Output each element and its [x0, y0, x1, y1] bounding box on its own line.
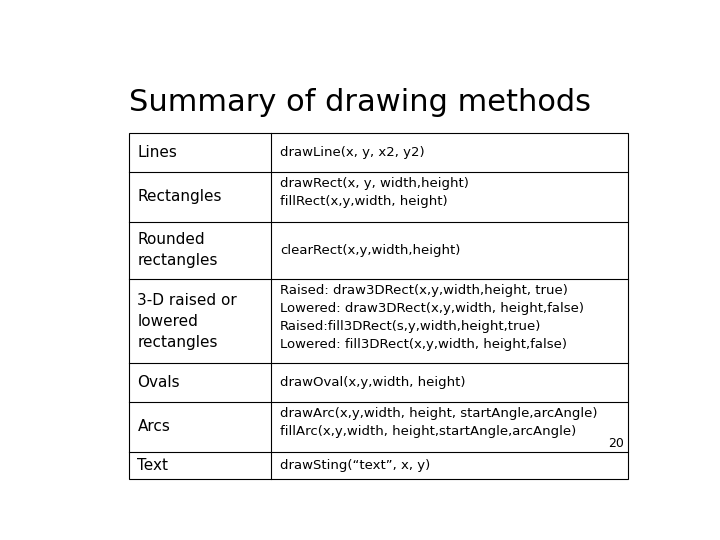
Text: Rectangles: Rectangles: [138, 189, 222, 204]
Text: Ovals: Ovals: [138, 375, 180, 390]
Text: Arcs: Arcs: [138, 419, 171, 434]
Text: drawLine(x, y, x2, y2): drawLine(x, y, x2, y2): [280, 146, 424, 159]
Text: drawArc(x,y,width, height, startAngle,arcAngle)
fillArc(x,y,width, height,startA: drawArc(x,y,width, height, startAngle,ar…: [280, 407, 598, 438]
Text: drawRect(x, y, width,height)
fillRect(x,y,width, height): drawRect(x, y, width,height) fillRect(x,…: [280, 177, 469, 208]
Bar: [129, 133, 629, 478]
Text: Lines: Lines: [138, 145, 177, 160]
Text: Rounded
rectangles: Rounded rectangles: [138, 232, 218, 268]
Text: clearRect(x,y,width,height): clearRect(x,y,width,height): [280, 244, 460, 257]
Text: Summary of drawing methods: Summary of drawing methods: [129, 87, 591, 117]
Text: 20: 20: [608, 437, 624, 450]
Text: Text: Text: [138, 457, 168, 472]
Text: drawSting(“text”, x, y): drawSting(“text”, x, y): [280, 458, 430, 471]
Text: 3-D raised or
lowered
rectangles: 3-D raised or lowered rectangles: [138, 293, 237, 350]
Text: Raised: draw3DRect(x,y,width,height, true)
Lowered: draw3DRect(x,y,width, height: Raised: draw3DRect(x,y,width,height, tru…: [280, 284, 584, 351]
Text: drawOval(x,y,width, height): drawOval(x,y,width, height): [280, 376, 465, 389]
